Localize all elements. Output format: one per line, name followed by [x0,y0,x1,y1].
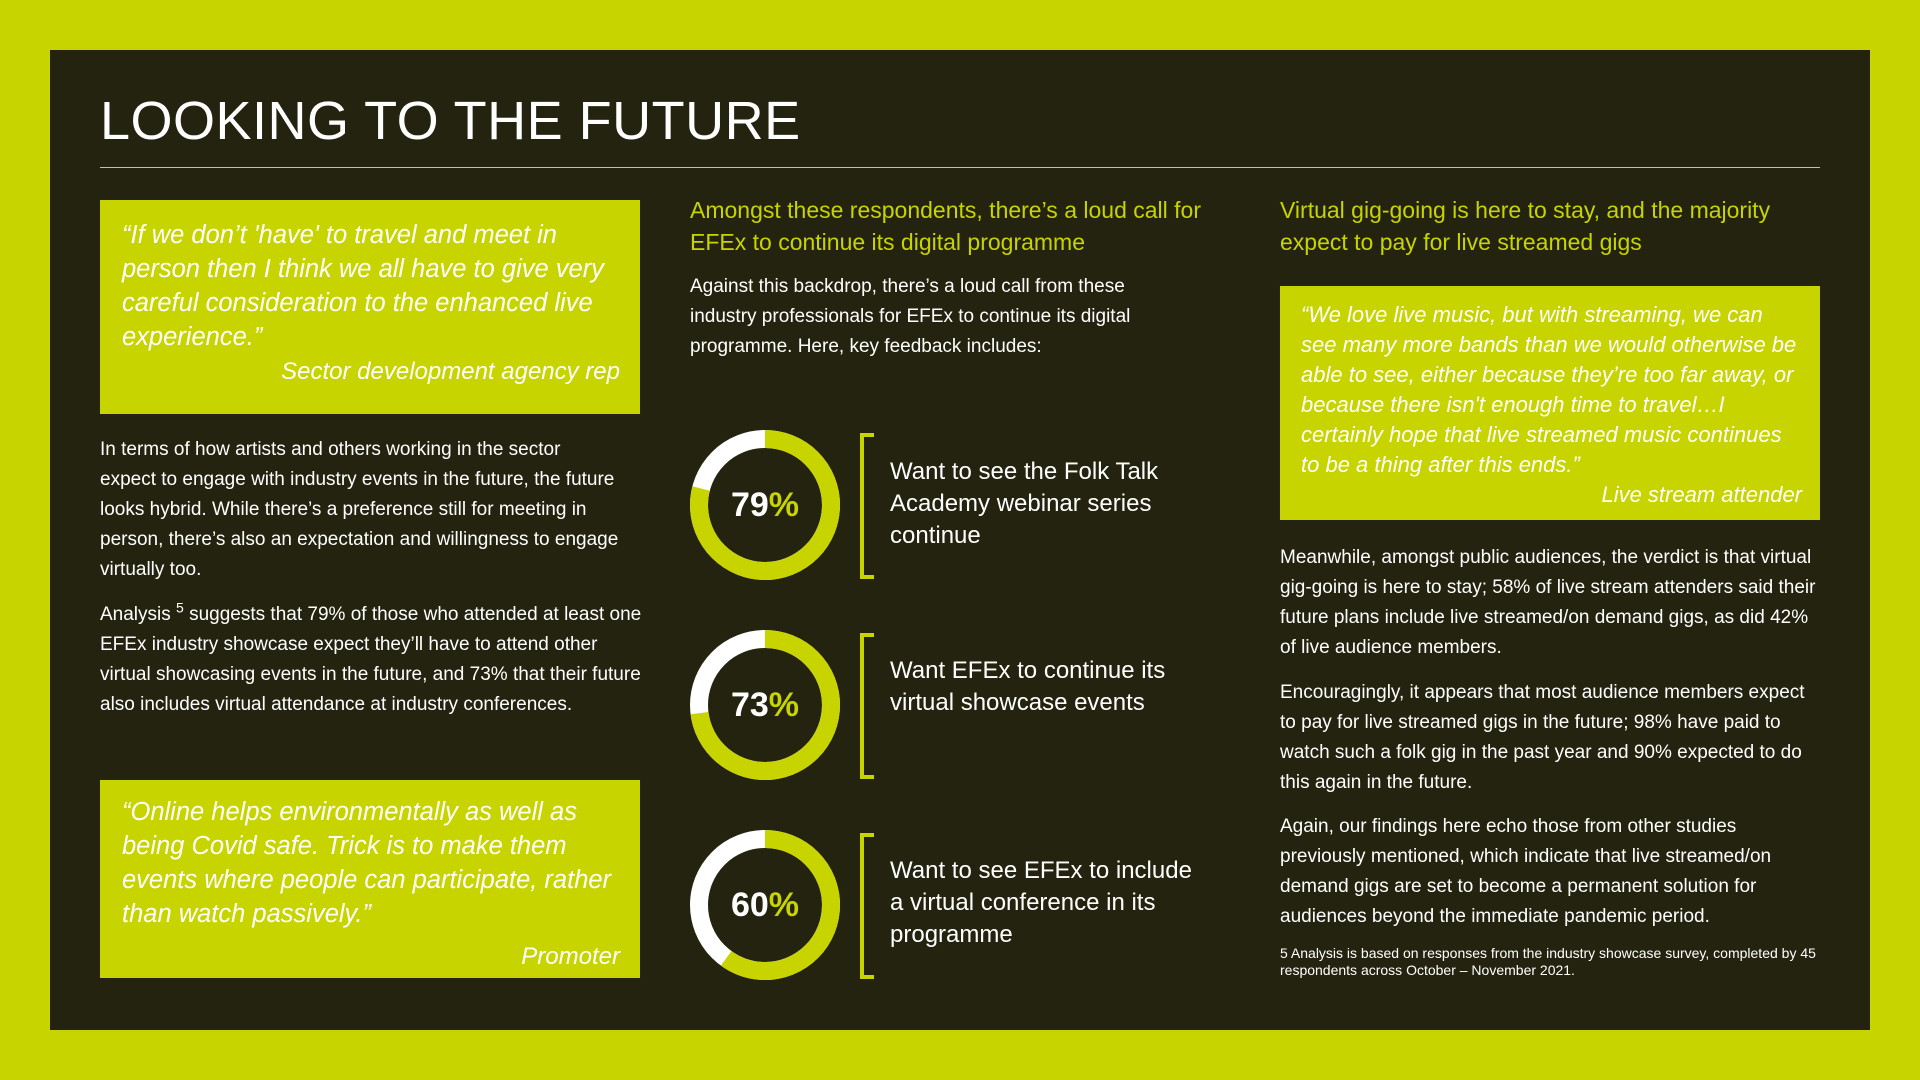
stat-label: Want EFEx to continue its virtual showca… [890,657,1166,716]
stat-unit: % [768,685,800,724]
donut-value-arc [690,630,840,780]
stat-showcase: 73% Want EFEx to continue its virtual sh… [690,630,1230,780]
promoter-quote-box: “Online helps environmentally as well as… [100,780,640,978]
livestream-quote-box: “We love live music, but with streaming,… [1280,286,1820,520]
livestream-quote-attribution: Live stream attender [1601,482,1802,507]
analysis-text: suggests that 79% of those who attended … [100,604,642,715]
stat-value: 79 [730,485,769,524]
stat-label: Want to see the Folk Talk Academy webina… [890,458,1159,549]
promoter-quote-text: “Online helps environmentally as well as… [122,798,612,928]
donut-value-arc [690,430,840,580]
sector-quote-attribution: Sector development agency rep [281,358,620,385]
page-title: LOOKING TO THE FUTURE [100,91,801,151]
donut-chart [690,430,840,580]
livestream-quote-text: “We love live music, but with streaming,… [1301,302,1797,477]
stat-webinar: 79% Want to see the Folk Talk Academy we… [690,430,1230,580]
stat-conference: 60% Want to see EFEx to include a virtua… [690,830,1230,980]
sector-quote-box: “If we don’t 'have' to travel and meet i… [100,200,640,414]
analysis-label: Analysis [100,604,171,625]
stat-value: 60 [730,885,769,924]
hybrid-future-paragraph: In terms of how artists and others worki… [100,439,619,580]
footnote-reference: 5 [176,599,184,616]
bracket-decoration [860,633,874,779]
bracket-decoration [860,433,874,579]
stat-label: Want to see EFEx to include a virtual co… [890,857,1192,948]
donut-value-arc [690,830,840,980]
stat-percentage: 79% [690,430,840,580]
stat-unit: % [768,885,800,924]
donut-chart [690,630,840,780]
sector-quote-text: “If we don’t 'have' to travel and meet i… [122,221,604,351]
analysis-paragraph: Analysis 5 suggests that 79% of those wh… [100,600,645,720]
findings-paragraph: Again, our findings here echo those from… [1280,816,1772,927]
public-audiences-paragraph: Meanwhile, amongst public audiences, the… [1280,547,1816,658]
promoter-quote-attribution: Promoter [521,943,620,970]
footnote: 5 Analysis is based on responses from th… [1280,945,1816,978]
bracket-decoration [860,833,874,979]
stat-value: 73 [730,685,769,724]
donut-chart [690,830,840,980]
stat-unit: % [768,485,800,524]
main-panel: LOOKING TO THE FUTURE “If we don’t 'have… [50,50,1870,1030]
right-heading: Virtual gig-going is here to stay, and t… [1280,197,1771,255]
pay-for-gigs-paragraph: Encouragingly, it appears that most audi… [1280,682,1805,793]
middle-intro: Against this backdrop, there’s a loud ca… [690,276,1131,357]
middle-heading: Amongst these respondents, there’s a lou… [690,197,1201,255]
title-divider [100,167,1820,168]
stat-percentage: 73% [690,630,840,780]
stat-percentage: 60% [690,830,840,980]
